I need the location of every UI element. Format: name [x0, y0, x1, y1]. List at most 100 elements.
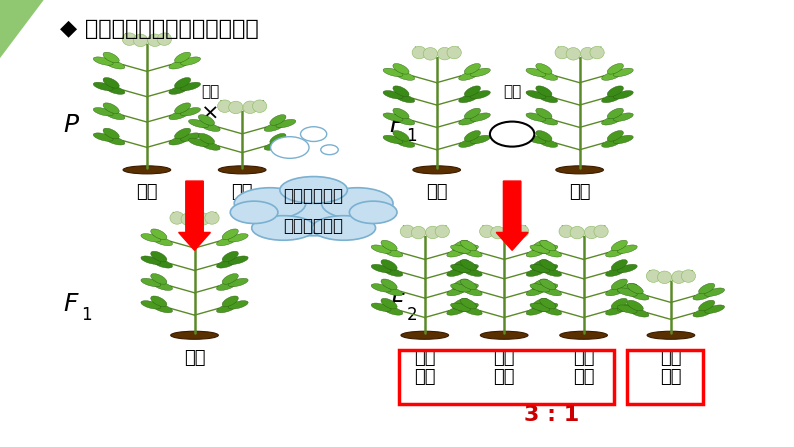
Ellipse shape — [459, 94, 478, 103]
Ellipse shape — [536, 131, 552, 141]
Ellipse shape — [321, 145, 338, 155]
FancyArrow shape — [179, 181, 210, 250]
Ellipse shape — [540, 240, 556, 251]
Ellipse shape — [617, 303, 638, 312]
Ellipse shape — [395, 139, 414, 148]
Ellipse shape — [170, 212, 184, 224]
Ellipse shape — [540, 279, 556, 290]
Text: 高茎: 高茎 — [414, 349, 436, 367]
Ellipse shape — [464, 108, 480, 119]
Ellipse shape — [103, 77, 119, 88]
Ellipse shape — [458, 245, 479, 253]
Ellipse shape — [198, 134, 214, 144]
Ellipse shape — [480, 331, 528, 339]
Ellipse shape — [264, 142, 283, 150]
Text: 高茎: 高茎 — [569, 183, 591, 201]
Ellipse shape — [217, 304, 236, 313]
Ellipse shape — [542, 307, 561, 315]
Ellipse shape — [458, 303, 479, 312]
Ellipse shape — [181, 213, 195, 225]
Ellipse shape — [699, 300, 715, 311]
Ellipse shape — [580, 47, 595, 60]
Ellipse shape — [704, 305, 725, 313]
Ellipse shape — [450, 303, 471, 312]
Ellipse shape — [566, 47, 580, 60]
Ellipse shape — [463, 307, 482, 315]
Ellipse shape — [276, 138, 296, 147]
Ellipse shape — [538, 245, 558, 253]
Ellipse shape — [93, 108, 114, 116]
Ellipse shape — [613, 135, 634, 143]
Ellipse shape — [540, 260, 556, 270]
Ellipse shape — [463, 249, 482, 257]
Ellipse shape — [613, 68, 634, 76]
Ellipse shape — [106, 86, 125, 94]
Ellipse shape — [536, 63, 552, 74]
Ellipse shape — [542, 287, 561, 296]
Ellipse shape — [538, 264, 558, 273]
Ellipse shape — [464, 86, 480, 97]
Ellipse shape — [526, 268, 545, 276]
Ellipse shape — [450, 284, 471, 292]
Ellipse shape — [383, 68, 403, 76]
Ellipse shape — [169, 60, 188, 69]
Text: 矮茎: 矮茎 — [660, 367, 682, 386]
Ellipse shape — [106, 111, 125, 120]
Text: 3 : 1: 3 : 1 — [524, 405, 580, 425]
Ellipse shape — [222, 296, 238, 307]
Ellipse shape — [93, 82, 114, 91]
Ellipse shape — [151, 274, 167, 284]
Ellipse shape — [393, 108, 409, 119]
Ellipse shape — [542, 268, 561, 276]
Ellipse shape — [590, 46, 604, 59]
Ellipse shape — [141, 234, 161, 242]
Ellipse shape — [371, 284, 391, 292]
Ellipse shape — [401, 331, 449, 339]
Ellipse shape — [413, 166, 461, 174]
Ellipse shape — [447, 268, 466, 276]
Ellipse shape — [470, 135, 491, 143]
Ellipse shape — [270, 115, 286, 125]
Ellipse shape — [252, 100, 267, 113]
Ellipse shape — [312, 216, 376, 240]
Text: P: P — [64, 113, 79, 137]
Ellipse shape — [175, 103, 191, 114]
Ellipse shape — [458, 284, 479, 292]
Ellipse shape — [602, 139, 621, 148]
Ellipse shape — [447, 46, 461, 59]
Ellipse shape — [217, 282, 236, 291]
Ellipse shape — [384, 307, 403, 315]
Ellipse shape — [530, 284, 550, 292]
Ellipse shape — [447, 287, 466, 296]
Ellipse shape — [383, 135, 403, 143]
Ellipse shape — [252, 193, 375, 236]
Ellipse shape — [611, 260, 627, 270]
Ellipse shape — [435, 225, 449, 238]
Ellipse shape — [542, 249, 561, 257]
Ellipse shape — [617, 264, 638, 273]
Ellipse shape — [532, 240, 548, 251]
Ellipse shape — [461, 260, 476, 270]
Ellipse shape — [526, 249, 545, 257]
Ellipse shape — [228, 278, 249, 287]
Ellipse shape — [555, 46, 569, 59]
Ellipse shape — [169, 136, 188, 145]
Ellipse shape — [300, 127, 327, 141]
Ellipse shape — [646, 270, 661, 283]
Ellipse shape — [532, 279, 548, 290]
Ellipse shape — [491, 226, 505, 239]
Ellipse shape — [450, 264, 471, 273]
Ellipse shape — [607, 63, 623, 74]
Ellipse shape — [607, 86, 623, 97]
Ellipse shape — [180, 57, 201, 65]
Ellipse shape — [584, 226, 599, 239]
Ellipse shape — [169, 111, 188, 120]
Ellipse shape — [559, 225, 573, 238]
Ellipse shape — [153, 259, 172, 268]
Ellipse shape — [122, 33, 137, 46]
Ellipse shape — [103, 128, 119, 139]
Ellipse shape — [704, 288, 725, 296]
Ellipse shape — [613, 91, 634, 99]
Ellipse shape — [607, 108, 623, 119]
Ellipse shape — [411, 226, 426, 239]
